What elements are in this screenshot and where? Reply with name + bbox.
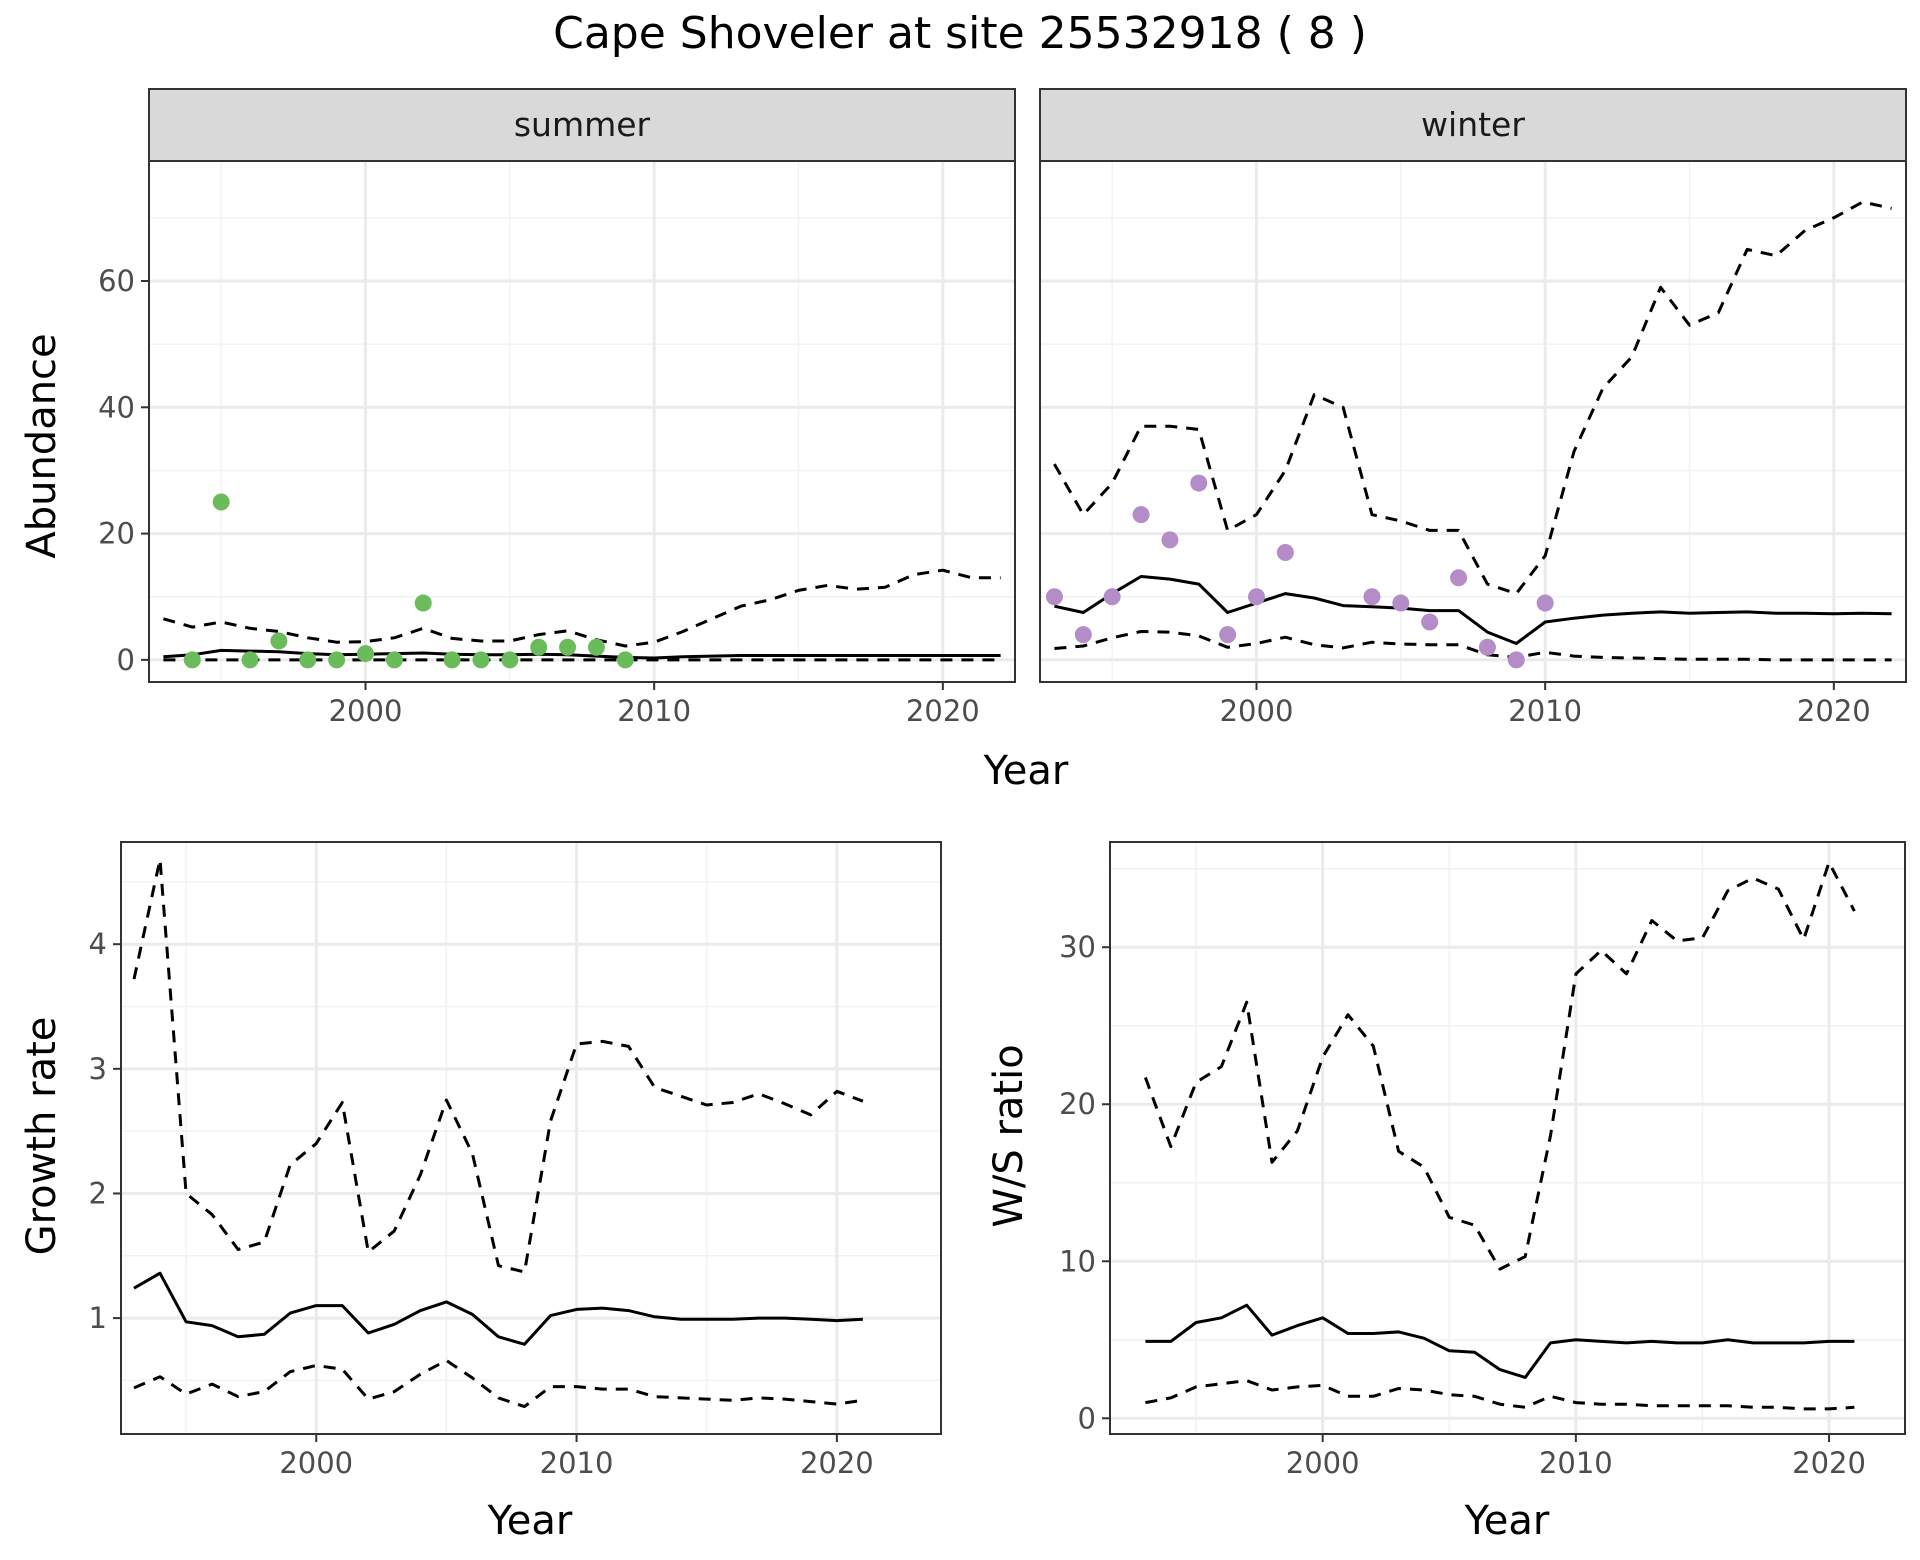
data-point bbox=[1103, 588, 1121, 606]
data-point bbox=[1219, 626, 1237, 644]
panel-border bbox=[120, 841, 942, 1435]
y-tick-label: 0 bbox=[1078, 1401, 1096, 1435]
data-point bbox=[559, 638, 577, 656]
y-tick-label: 60 bbox=[98, 264, 135, 298]
x-tick-label: 2020 bbox=[800, 1446, 874, 1480]
data-point bbox=[385, 651, 403, 669]
strip-label-winter: winter bbox=[1421, 105, 1525, 144]
data-point bbox=[241, 651, 259, 669]
ratio-x-axis-title: Year bbox=[1464, 1498, 1550, 1544]
y-tick-label: 20 bbox=[1059, 1087, 1096, 1121]
ratio-y-axis-title: W/S ratio bbox=[986, 1044, 1032, 1227]
series-line-dashed-2 bbox=[1145, 1379, 1855, 1411]
data-point bbox=[328, 651, 346, 669]
strip-label-summer: summer bbox=[514, 105, 651, 144]
y-tick-label: 4 bbox=[89, 927, 107, 961]
data-point bbox=[270, 632, 288, 650]
y-tick-label: 10 bbox=[1059, 1244, 1096, 1278]
x-tick-label: 2010 bbox=[1508, 694, 1582, 728]
panel-border bbox=[1109, 841, 1906, 1435]
y-tick-label: 20 bbox=[98, 517, 135, 551]
data-point bbox=[212, 493, 230, 511]
panel-border bbox=[148, 160, 1016, 683]
data-point bbox=[1161, 531, 1179, 549]
data-point bbox=[1450, 569, 1468, 587]
data-point bbox=[443, 651, 461, 669]
series-line-dashed-1 bbox=[132, 857, 864, 1274]
x-tick-label: 2020 bbox=[906, 694, 980, 728]
x-tick-label: 2000 bbox=[279, 1446, 353, 1480]
data-point bbox=[1074, 626, 1092, 644]
x-tick-label: 2000 bbox=[329, 694, 403, 728]
data-point bbox=[616, 651, 634, 669]
data-point bbox=[1132, 506, 1150, 524]
panel-summer: 2000 2010 2020 0 20 40 60 bbox=[98, 160, 1016, 728]
x-tick-label: 2010 bbox=[540, 1446, 614, 1480]
top-x-axis-title: Year bbox=[983, 748, 1069, 794]
data-point bbox=[1363, 588, 1381, 606]
x-tick-label: 2010 bbox=[617, 694, 691, 728]
y-tick-label: 3 bbox=[89, 1052, 107, 1086]
data-point bbox=[414, 594, 432, 612]
x-tick-label: 2020 bbox=[1792, 1446, 1866, 1480]
y-tick-label: 40 bbox=[98, 390, 135, 424]
data-point bbox=[1190, 474, 1208, 492]
y-tick-label: 30 bbox=[1059, 930, 1096, 964]
strip-summer bbox=[148, 88, 1016, 162]
x-tick-label: 2010 bbox=[1539, 1446, 1613, 1480]
data-point bbox=[1045, 588, 1063, 606]
data-point bbox=[1536, 594, 1554, 612]
data-point bbox=[183, 651, 201, 669]
data-point bbox=[1421, 613, 1439, 631]
data-point bbox=[1507, 651, 1525, 669]
y-tick-label: 1 bbox=[89, 1301, 107, 1335]
x-tick-label: 2000 bbox=[1220, 694, 1294, 728]
series-line-solid-0 bbox=[133, 1271, 863, 1346]
data-point bbox=[501, 651, 519, 669]
series-line-dashed-2 bbox=[133, 1359, 864, 1409]
panel-ws-ratio: 2000 2010 2020 0 10 20 30 bbox=[1059, 841, 1906, 1480]
x-tick-label: 2000 bbox=[1286, 1446, 1360, 1480]
top-y-axis-title: Abundance bbox=[19, 333, 65, 558]
data-point bbox=[299, 651, 317, 669]
chart-title: Cape Shoveler at site 25532918 ( 8 ) bbox=[553, 8, 1367, 59]
series-line-dashed-2 bbox=[1054, 630, 1892, 662]
strip-winter bbox=[1039, 88, 1907, 162]
series-line-solid-0 bbox=[1054, 575, 1892, 645]
data-point bbox=[587, 638, 605, 656]
data-point bbox=[1392, 594, 1410, 612]
panel-growth-rate: 2000 2010 2020 1 2 3 4 bbox=[89, 841, 942, 1480]
data-point bbox=[1248, 588, 1265, 606]
x-tick-label: 2020 bbox=[1797, 694, 1871, 728]
data-point bbox=[1276, 544, 1294, 562]
panel-winter: 2000 2010 2020 bbox=[1039, 160, 1907, 728]
panel-border bbox=[1039, 160, 1907, 683]
y-tick-label: 0 bbox=[117, 643, 135, 677]
growth-y-axis-title: Growth rate bbox=[19, 1017, 65, 1256]
data-point bbox=[357, 645, 374, 663]
growth-x-axis-title: Year bbox=[487, 1498, 573, 1544]
data-point bbox=[472, 651, 490, 669]
data-point bbox=[1478, 638, 1496, 656]
series-line-dashed-1 bbox=[162, 568, 1001, 648]
series-line-dashed-1 bbox=[1053, 200, 1892, 596]
y-tick-label: 2 bbox=[89, 1176, 107, 1210]
data-point bbox=[530, 638, 548, 656]
series-line-dashed-1 bbox=[1143, 860, 1856, 1271]
series-line-solid-0 bbox=[1145, 1303, 1855, 1379]
